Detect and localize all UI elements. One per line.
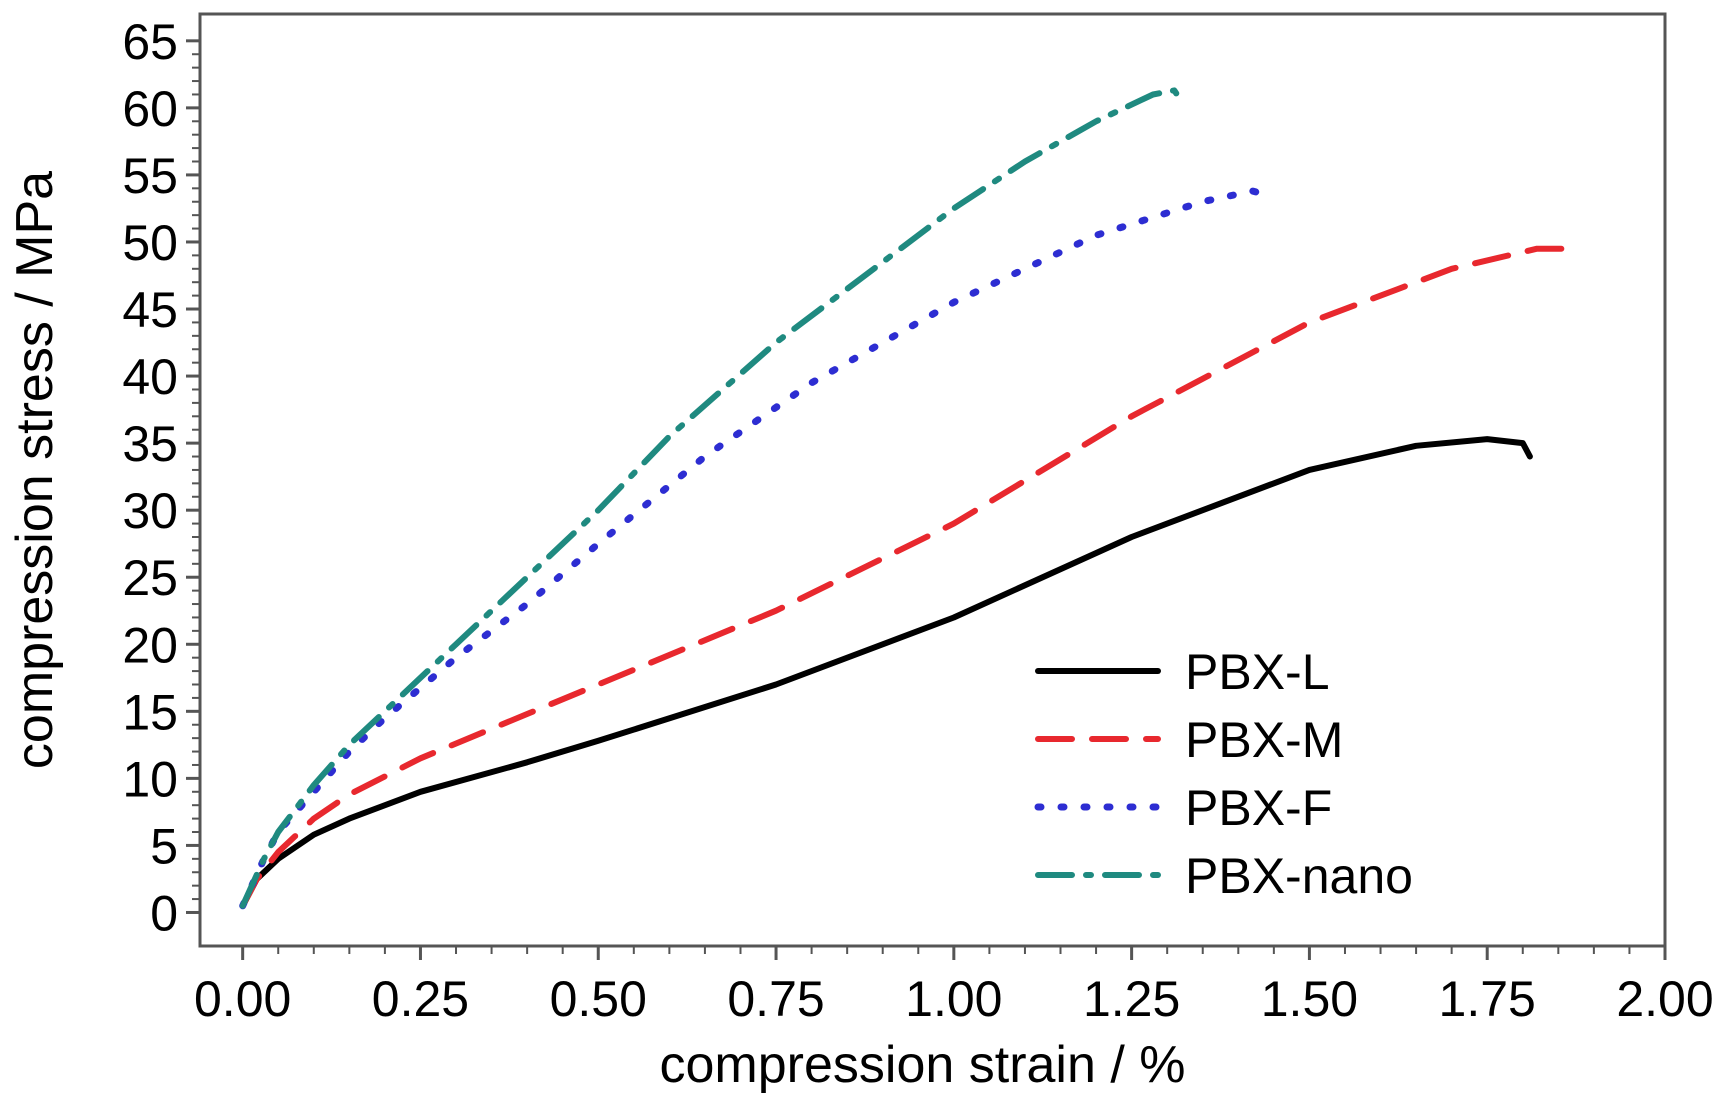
x-tick-label: 0.25 — [372, 971, 469, 1027]
legend-item-pbx-nano: PBX-nano — [1035, 848, 1413, 904]
x-tick-label: 0.75 — [727, 971, 824, 1027]
legend-label: PBX-F — [1185, 780, 1332, 836]
y-tick-label: 35 — [122, 416, 178, 472]
y-tick-label: 50 — [122, 215, 178, 271]
y-tick-label: 60 — [122, 81, 178, 137]
y-tick-label: 5 — [150, 818, 178, 874]
y-tick-label: 55 — [122, 148, 178, 204]
y-tick-label: 45 — [122, 282, 178, 338]
legend-item-pbx-f: PBX-F — [1034, 780, 1332, 836]
y-tick-label: 20 — [122, 617, 178, 673]
x-tick-label: 1.00 — [905, 971, 1002, 1027]
y-tick-label: 40 — [122, 349, 178, 405]
series-line-pbx-nano — [239, 87, 1185, 909]
y-tick-label: 15 — [122, 684, 178, 740]
y-tick-label: 0 — [150, 885, 178, 941]
x-tick-label: 1.75 — [1439, 971, 1536, 1027]
x-tick-label: 1.25 — [1083, 971, 1180, 1027]
x-tick-label: 0.00 — [194, 971, 291, 1027]
x-axis-label: compression strain / % — [660, 1036, 1186, 1094]
plot-area — [198, 12, 1667, 948]
legend-label: PBX-M — [1185, 712, 1343, 768]
series-line-pbx-l — [239, 436, 1533, 909]
minor-ticks — [192, 53, 1631, 954]
y-tick-labels: 0 5 10 15 20 25 30 35 40 45 50 55 60 65 — [122, 14, 178, 942]
legend-label: PBX-L — [1185, 644, 1330, 700]
y-axis-label: compression stress / MPa — [6, 171, 64, 769]
legend-item-pbx-m: PBX-M — [1035, 712, 1343, 768]
series-line-pbx-m — [239, 245, 1576, 909]
series-layer — [239, 87, 1576, 910]
legend-label: PBX-nano — [1185, 848, 1413, 904]
legend-item-pbx-l: PBX-L — [1035, 644, 1330, 700]
y-tick-label: 10 — [122, 751, 178, 807]
x-tick-labels: 0.00 0.25 0.50 0.75 1.00 1.25 1.50 1.75 2.00 — [194, 971, 1714, 1027]
x-tick-label: 1.50 — [1261, 971, 1358, 1027]
x-tick-label: 2.00 — [1616, 971, 1713, 1027]
x-tick-label: 0.50 — [550, 971, 647, 1027]
y-tick-label: 65 — [122, 14, 178, 70]
y-tick-label: 25 — [122, 550, 178, 606]
y-tick-label: 30 — [122, 483, 178, 539]
legend: PBX-L PBX-M PBX-F PBX-nano — [1034, 644, 1413, 904]
major-ticks — [186, 39, 1667, 960]
